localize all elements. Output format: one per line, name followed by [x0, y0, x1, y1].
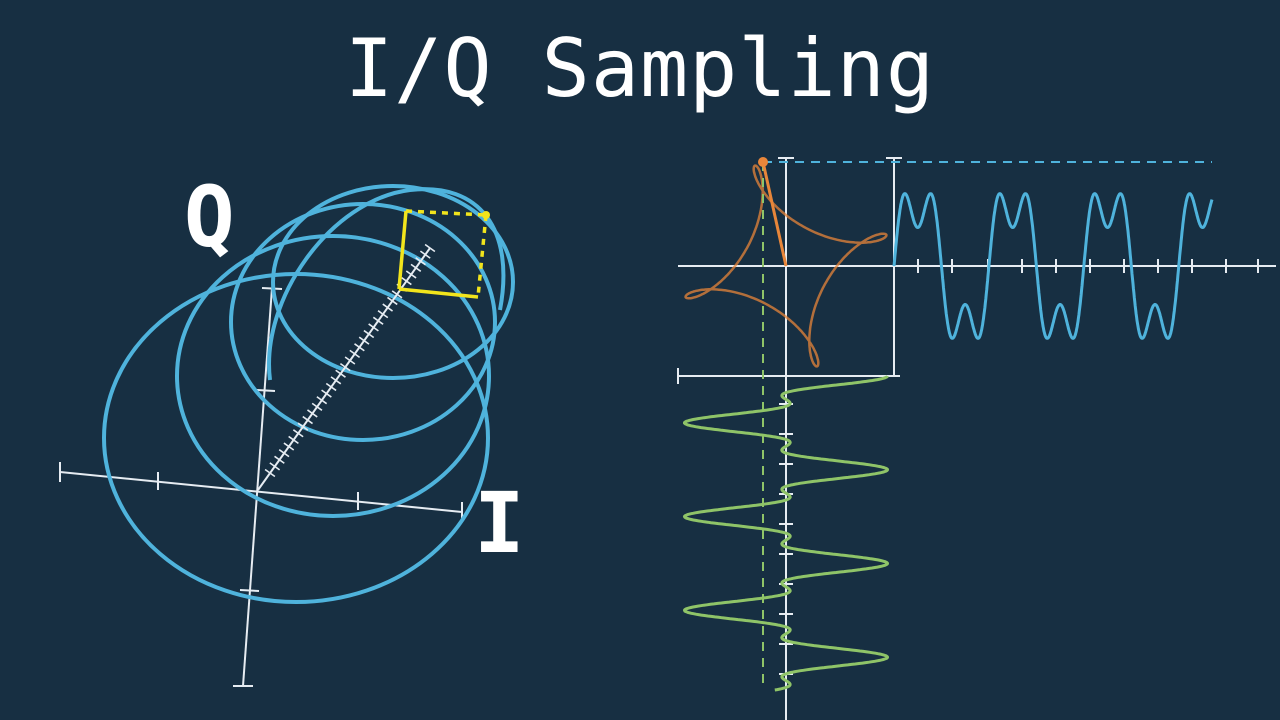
time-axis-tick — [316, 396, 328, 405]
phasor-panel — [677, 157, 1276, 720]
time-axis-tick — [325, 382, 337, 392]
time-axis-tick — [264, 468, 276, 478]
time-axis-tick — [401, 276, 412, 286]
time-axis-tick — [335, 369, 346, 378]
q-axis-tick — [256, 389, 276, 392]
time-axis-tick — [358, 336, 370, 345]
time-axis-tick — [330, 376, 342, 385]
time-axis-tick — [386, 296, 398, 306]
time-axis-tick — [288, 435, 299, 445]
time-axis-tick — [372, 316, 384, 325]
time-axis-tick — [377, 310, 389, 319]
i-waveform — [682, 375, 890, 692]
time-axis-tick — [349, 349, 361, 359]
time-axis-tick — [306, 409, 318, 418]
time-axis-tick — [363, 329, 375, 339]
time-axis-tick — [278, 449, 290, 458]
time-axis-tick — [311, 402, 323, 411]
time-axis-tick — [297, 422, 309, 431]
helix-panel — [59, 184, 515, 687]
time-axis-tick — [354, 343, 365, 352]
time-axis-tick — [419, 250, 431, 259]
time-axis-tick — [382, 303, 394, 312]
helix-arc-top — [267, 187, 506, 381]
phasor-vector — [761, 161, 788, 267]
time-axis-tick — [339, 362, 351, 372]
time-axis-tick — [274, 455, 285, 464]
time-axis-tick — [292, 429, 304, 438]
phasor-trace — [684, 164, 888, 368]
helix-loop — [271, 184, 515, 380]
phasor-tip — [758, 157, 768, 167]
time-axis-tick — [269, 462, 281, 471]
time-axis-tick — [283, 442, 295, 451]
time-axis-tick — [302, 415, 314, 425]
time-axis-tick — [321, 389, 332, 398]
q-axis — [242, 287, 273, 687]
page-title: I/Q Sampling — [345, 22, 935, 115]
q-waveform — [892, 192, 1214, 340]
time-axis-tick — [415, 257, 426, 266]
projection-box — [397, 209, 488, 299]
q-axis-tick — [239, 589, 260, 592]
time-axis-tick — [405, 270, 417, 279]
q-axis-label: Q — [184, 168, 235, 266]
time-axis-tick — [424, 243, 436, 253]
helix-loop — [175, 234, 491, 518]
helix-loop — [229, 202, 497, 442]
time-axis-tick — [368, 323, 379, 332]
time-axis-tick — [410, 263, 422, 272]
time-axis-tick — [391, 290, 403, 299]
sample-point — [482, 211, 490, 219]
i-axis-label: I — [474, 474, 525, 572]
time-axis-tick — [344, 356, 356, 365]
